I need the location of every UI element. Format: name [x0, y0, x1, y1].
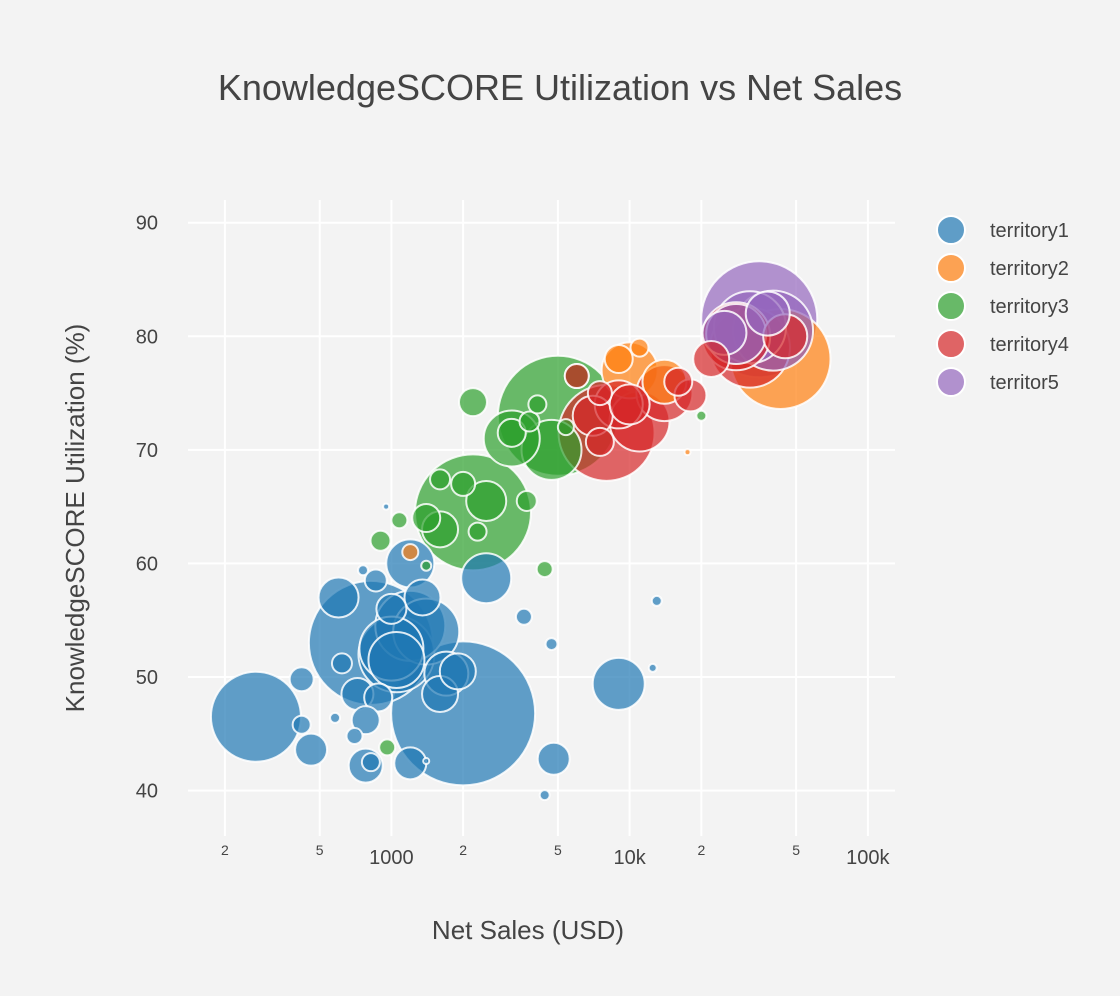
bubble-territory1[interactable] — [317, 576, 360, 619]
legend-item-territory1[interactable]: territory1 — [936, 215, 1069, 245]
x-tick-label: 2 — [459, 842, 467, 858]
bubble-territory3[interactable] — [527, 394, 548, 415]
bubble-territory3[interactable] — [467, 521, 488, 542]
legend-item-territory4[interactable]: territory4 — [936, 329, 1069, 359]
x-axis-ticks: 2 5 1000 2 5 10k 2 5 100k — [221, 842, 891, 869]
y-tick-label: 80 — [136, 326, 158, 348]
bubble-territory1[interactable] — [294, 732, 329, 767]
y-tick-label: 50 — [136, 667, 158, 689]
bubble-territory3[interactable] — [518, 410, 541, 433]
bubble-territory3[interactable] — [535, 560, 554, 579]
bubble-territory1[interactable] — [363, 682, 394, 713]
bubble-territory1[interactable] — [329, 711, 342, 724]
bubble-territory4[interactable] — [586, 380, 613, 407]
bubble-territory1[interactable] — [650, 594, 663, 607]
bubble-territory1[interactable] — [591, 656, 646, 711]
legend-item-territor5[interactable]: territor5 — [936, 367, 1059, 397]
bubble-territory3[interactable] — [465, 479, 508, 522]
legend-label: territory4 — [990, 334, 1069, 356]
legend-item-territory3[interactable]: territory3 — [936, 291, 1069, 321]
legend-label: territor5 — [990, 372, 1059, 394]
x-tick-label: 100k — [846, 847, 890, 869]
y-tick-label: 90 — [136, 213, 158, 235]
bubble-territory1[interactable] — [403, 578, 442, 617]
bubble-territory3[interactable] — [390, 511, 409, 530]
y-axis-ticks: 40 50 60 70 80 90 — [136, 213, 158, 803]
x-tick-label: 10k — [614, 847, 647, 869]
bubble-territory1[interactable] — [367, 630, 426, 689]
bubble-territory1[interactable] — [536, 741, 571, 776]
bubble-territory3[interactable] — [429, 468, 452, 491]
y-tick-label: 60 — [136, 553, 158, 575]
bubble-territory1[interactable] — [393, 746, 428, 781]
bubble-territory1[interactable] — [544, 637, 559, 652]
x-tick-label: 1000 — [369, 847, 414, 869]
bubble-territory1[interactable] — [363, 568, 388, 593]
bubble-territory1[interactable] — [330, 652, 353, 675]
legend-label: territory2 — [990, 258, 1069, 280]
bubble-territory3[interactable] — [369, 529, 392, 552]
bubble-territory4[interactable] — [663, 366, 694, 397]
chart-title: KnowledgeSCORE Utilization vs Net Sales — [218, 67, 902, 108]
legend-marker — [936, 253, 966, 283]
bubble-territory3[interactable] — [420, 559, 433, 572]
bubble-territory1[interactable] — [360, 752, 381, 773]
bubble-territory1[interactable] — [647, 662, 658, 673]
legend-marker — [936, 291, 966, 321]
bubble-territory1[interactable] — [350, 705, 381, 736]
bubble-territory1[interactable] — [382, 502, 391, 511]
bubble-territory3[interactable] — [496, 417, 527, 448]
x-tick-label: 5 — [554, 842, 562, 858]
y-tick-label: 40 — [136, 781, 158, 803]
bubble-territory1[interactable] — [288, 666, 315, 693]
bubble-territory1[interactable] — [375, 592, 408, 625]
x-tick-label: 5 — [316, 842, 324, 858]
x-axis-title: Net Sales (USD) — [432, 915, 624, 945]
legend-label: territory3 — [990, 296, 1069, 318]
bubble-territory3[interactable] — [515, 489, 538, 512]
bubble-territory1[interactable] — [514, 607, 533, 626]
plot-area — [209, 260, 832, 802]
legend-marker — [936, 329, 966, 359]
bubble-territory1[interactable] — [291, 714, 312, 735]
bubble-territory2[interactable] — [629, 337, 650, 358]
bubble-territory4[interactable] — [584, 426, 615, 457]
bubble-territory1[interactable] — [460, 552, 513, 605]
bubble-territory1[interactable] — [357, 564, 370, 577]
bubble-territory3[interactable] — [450, 470, 477, 497]
y-axis-title: KnowledgeSCORE Utilization (%) — [60, 324, 90, 713]
legend-item-territory2[interactable]: territory2 — [936, 253, 1069, 283]
bubble-territory2[interactable] — [603, 344, 634, 374]
bubble-territory2[interactable] — [401, 543, 420, 562]
bubble-territor5[interactable] — [744, 290, 791, 337]
bubble-territory3[interactable] — [556, 418, 575, 437]
y-tick-label: 70 — [136, 440, 158, 462]
bubble-territory3[interactable] — [457, 387, 488, 418]
x-tick-label: 2 — [697, 842, 705, 858]
bubble-territory1[interactable] — [345, 727, 364, 746]
bubble-territory3[interactable] — [411, 503, 442, 533]
bubble-territory4[interactable] — [608, 383, 651, 426]
bubble-territory1[interactable] — [422, 757, 431, 766]
bubble-territory1[interactable] — [438, 652, 477, 691]
legend-marker — [936, 367, 966, 397]
bubble-territory2[interactable] — [683, 448, 692, 457]
legend-label: territory1 — [990, 220, 1069, 242]
legend[interactable]: territory1 territory2 territory3 territory4… — [936, 215, 1069, 397]
legend-marker — [936, 215, 966, 245]
bubble-territory3[interactable] — [695, 409, 708, 422]
bubble-territory1[interactable] — [209, 670, 302, 763]
x-tick-label: 5 — [792, 842, 800, 858]
x-tick-label: 2 — [221, 842, 229, 858]
bubble-territory4[interactable] — [692, 340, 731, 378]
bubble-territory3[interactable] — [378, 738, 397, 757]
bubble-territory1[interactable] — [538, 789, 551, 802]
bubble-territory4[interactable] — [563, 363, 590, 390]
